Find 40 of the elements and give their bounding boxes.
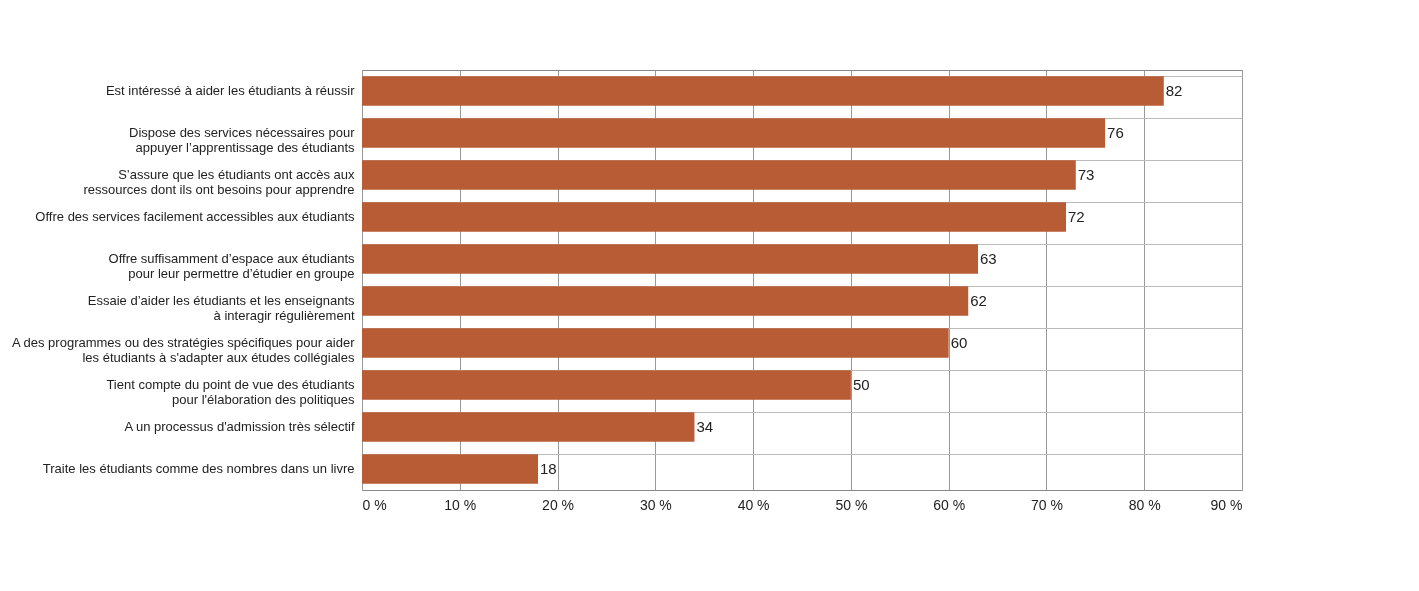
y-tick-label: Dispose des services nécessaires pour appuyer l’apprentissage des étudiants — [129, 125, 356, 155]
x-tick-label: 80 % — [1128, 496, 1161, 513]
y-tick-label: Traite les étudiants comme des nombres dans un livre — [42, 461, 355, 476]
y-tick-label: Est intéressé à aider les étudiants à réussir — [105, 83, 356, 98]
x-tick-label: 40 % — [737, 496, 770, 513]
y-tick-label: Tient compte du point de vue des étudiants pour l'élaboration des politiques — [106, 377, 355, 407]
data-label: 34 — [696, 418, 714, 435]
bar — [362, 76, 1164, 106]
y-tick-label: A un processus d'admission très sélectif — [124, 419, 355, 434]
bar — [362, 160, 1076, 190]
bar — [362, 286, 969, 316]
data-label: 63 — [980, 250, 997, 267]
y-tick-label: A des programmes ou des stratégies spécifiques pour aider les étudiants à s'adapter aux études collégiales — [11, 335, 356, 365]
data-label: 60 — [950, 334, 968, 351]
x-tick-label: 90 % — [1210, 496, 1243, 513]
bar — [362, 202, 1066, 232]
y-tick-label: Offre suffisamment d’espace aux étudiants pour leur permettre d’étudier en groupe — [108, 251, 355, 281]
data-label: 72 — [1068, 208, 1085, 225]
bar — [362, 244, 978, 274]
bar — [362, 118, 1106, 148]
bar — [362, 454, 538, 484]
x-tick-label: 20 % — [542, 496, 575, 513]
y-tick-label: Essaie d’aider les étudiants et les enseignants à interagir régulièrement — [87, 293, 355, 323]
x-tick-label: 10 % — [444, 496, 477, 513]
bar — [362, 328, 949, 358]
x-tick-label: 30 % — [639, 496, 672, 513]
bar — [362, 370, 851, 400]
data-label: 82 — [1165, 82, 1183, 99]
bar — [362, 412, 695, 442]
data-label: 18 — [540, 460, 557, 477]
data-label: 62 — [970, 292, 987, 309]
data-label: 73 — [1077, 166, 1095, 183]
x-tick-label: 0 % — [362, 496, 387, 513]
x-tick-label: 60 % — [933, 496, 966, 513]
x-tick-label: 70 % — [1030, 496, 1063, 513]
y-tick-label: Offre des services facilement accessibles aux étudiants — [35, 209, 355, 224]
y-tick-label: S’assure que les étudiants ont accès aux ressources dont ils ont besoins pour apprendre — [83, 167, 355, 197]
x-tick-label: 50 % — [835, 496, 868, 513]
data-label: 50 — [852, 376, 870, 393]
data-label: 76 — [1107, 124, 1124, 141]
